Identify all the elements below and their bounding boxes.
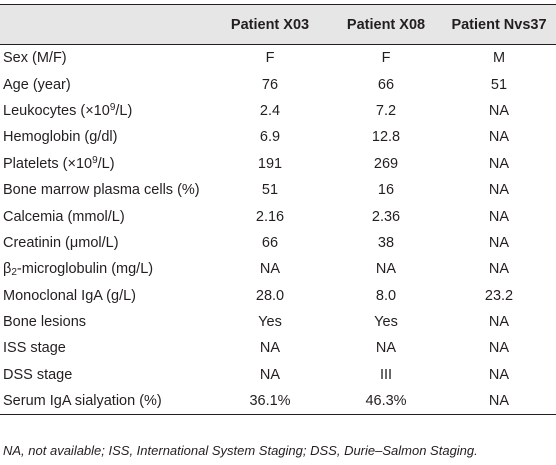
row-label-iss-stage: ISS stage bbox=[3, 340, 66, 357]
cell-value: 2.36 bbox=[371, 208, 401, 225]
table-row: β2-microglobulin (mg/L) NA NA NA bbox=[0, 256, 556, 282]
cell-value: NA bbox=[488, 340, 510, 357]
label-text: β bbox=[3, 260, 12, 277]
row-label-dss-stage: DSS stage bbox=[3, 366, 73, 383]
table-row: Serum IgA sialyation (%) 36.1% 46.3% NA bbox=[0, 388, 556, 416]
cell-value: F bbox=[265, 50, 275, 67]
row-label-b2-microglobulin: β2-microglobulin (mg/L) bbox=[0, 256, 210, 282]
cell-value: 269 bbox=[373, 155, 399, 172]
cell-value: NA bbox=[488, 129, 510, 146]
label-superscript: 9 bbox=[109, 102, 116, 114]
cell-value: NA bbox=[488, 366, 510, 383]
cell-value: NA bbox=[488, 261, 510, 278]
table-row: Platelets (×109/L) 191 269 NA bbox=[0, 151, 556, 177]
table-row: ISS stage NA NA NA bbox=[0, 335, 556, 361]
header-patient-x03: Patient X03 bbox=[210, 4, 330, 45]
table-row: Sex (M/F) F F M bbox=[0, 45, 556, 72]
cell-value: 2.16 bbox=[255, 208, 285, 225]
table-row: DSS stage NA III NA bbox=[0, 362, 556, 388]
cell-value: 51 bbox=[490, 76, 508, 93]
row-label-serum-iga-sialyation: Serum IgA sialyation (%) bbox=[0, 388, 210, 416]
row-label-creatinin: Creatinin (μmol/L) bbox=[3, 234, 119, 251]
cell-value: NA bbox=[259, 366, 281, 383]
row-label-leukocytes: Leukocytes (×109/L) bbox=[0, 98, 210, 124]
row-label-sex: Sex (M/F) bbox=[3, 50, 67, 67]
row-label-platelets: Platelets (×109/L) bbox=[0, 151, 210, 177]
cell-value: NA bbox=[442, 388, 556, 416]
cell-value: NA bbox=[259, 261, 281, 278]
cell-value: 46.3% bbox=[330, 388, 442, 416]
label-text: /L) bbox=[97, 156, 115, 173]
table-row: Bone lesions Yes Yes NA bbox=[0, 309, 556, 335]
cell-value: NA bbox=[259, 340, 281, 357]
table-row: Calcemia (mmol/L) 2.16 2.36 NA bbox=[0, 203, 556, 229]
cell-value: NA bbox=[375, 261, 397, 278]
cell-value: 12.8 bbox=[371, 129, 401, 146]
cell-value: NA bbox=[488, 155, 510, 172]
cell-value: 66 bbox=[377, 76, 395, 93]
cell-value: 51 bbox=[261, 182, 279, 199]
header-empty bbox=[0, 4, 210, 45]
table-row: Leukocytes (×109/L) 2.4 7.2 NA bbox=[0, 98, 556, 124]
cell-value: F bbox=[381, 50, 391, 67]
row-label-bone-marrow-plasma-cells: Bone marrow plasma cells (%) bbox=[3, 182, 200, 199]
cell-value: 38 bbox=[377, 234, 395, 251]
cell-value: 2.4 bbox=[259, 102, 281, 119]
cell-value: 191 bbox=[257, 155, 283, 172]
cell-value: 36.1% bbox=[210, 388, 330, 416]
header-patient-nvs37: Patient Nvs37 bbox=[442, 4, 556, 45]
header-row: Patient X03 Patient X08 Patient Nvs37 bbox=[0, 4, 556, 45]
cell-value: 76 bbox=[261, 76, 279, 93]
table-row: Creatinin (μmol/L) 66 38 NA bbox=[0, 230, 556, 256]
table-header: Patient X03 Patient X08 Patient Nvs37 bbox=[0, 4, 556, 45]
label-text: /L) bbox=[115, 103, 133, 120]
row-label-age: Age (year) bbox=[3, 76, 71, 93]
cell-value: Yes bbox=[258, 314, 282, 331]
cell-value: NA bbox=[488, 314, 510, 331]
label-superscript: 9 bbox=[92, 155, 98, 167]
cell-value: 16 bbox=[377, 182, 395, 199]
cell-value: 7.2 bbox=[375, 102, 397, 119]
cell-value: NA bbox=[488, 208, 510, 225]
row-label-monoclonal-iga: Monoclonal IgA (g/L) bbox=[3, 287, 136, 304]
table-row: Age (year) 76 66 51 bbox=[0, 71, 556, 97]
table-footnote: NA, not available; ISS, International Sy… bbox=[3, 443, 478, 458]
cell-value: 23.2 bbox=[484, 287, 514, 304]
table-row: Monoclonal IgA (g/L) 28.0 8.0 23.2 bbox=[0, 283, 556, 309]
label-text: -microglobulin (mg/L) bbox=[16, 260, 154, 277]
cell-value: 66 bbox=[261, 234, 279, 251]
cell-value: M bbox=[492, 50, 506, 67]
table-row: Bone marrow plasma cells (%) 51 16 NA bbox=[0, 177, 556, 203]
cell-value: III bbox=[379, 366, 393, 383]
table-body: Sex (M/F) F F M Age (year) 76 66 51 Leuk… bbox=[0, 45, 556, 416]
row-label-bone-lesions: Bone lesions bbox=[3, 314, 87, 331]
label-text: Leukocytes (×10 bbox=[3, 103, 110, 120]
cell-value: NA bbox=[488, 182, 510, 199]
patient-characteristics-table: Patient X03 Patient X08 Patient Nvs37 Se… bbox=[0, 4, 556, 416]
row-label-hemoglobin: Hemoglobin (g/dl) bbox=[3, 129, 118, 146]
cell-value: Yes bbox=[374, 314, 398, 331]
table-row: Hemoglobin (g/dl) 6.9 12.8 NA bbox=[0, 124, 556, 150]
cell-value: NA bbox=[488, 102, 510, 119]
cell-value: NA bbox=[488, 234, 510, 251]
cell-value: 6.9 bbox=[259, 129, 281, 146]
label-text: Platelets (×10 bbox=[3, 156, 93, 173]
label-subscript: 2 bbox=[11, 266, 17, 278]
row-label-calcemia: Calcemia (mmol/L) bbox=[3, 208, 125, 225]
cell-value: NA bbox=[375, 340, 397, 357]
header-patient-x08: Patient X08 bbox=[330, 4, 442, 45]
cell-value: 28.0 bbox=[255, 287, 285, 304]
cell-value: 8.0 bbox=[375, 287, 397, 304]
